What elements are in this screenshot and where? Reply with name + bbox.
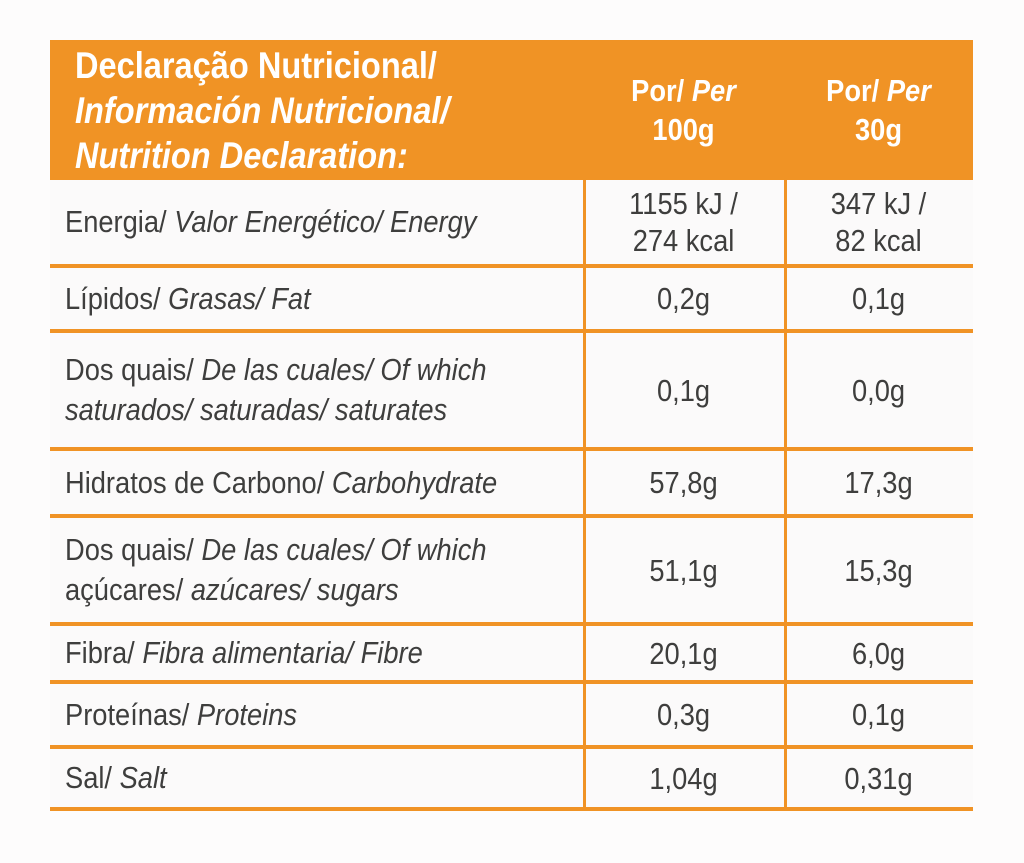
table-title-line-pt: Declaração Nutricional/ [75, 44, 437, 86]
row-carbohydrate: Hidratos de Carbono/ Carbohydrate 57,8g 17… [50, 451, 973, 518]
per-30g-value: 6,0g [851, 635, 906, 671]
per-30g-value: 0,1g [851, 697, 906, 732]
per-100g-value: 0,2g [656, 281, 711, 316]
column-header-per-30g: Por/ Per 30g [784, 40, 973, 180]
column-header-per-30g-amount: 30g [854, 112, 902, 147]
per-100g-value: 0,3g [656, 697, 711, 732]
row-fat: Lípidos/ Grasas/ Fat 0,2g 0,1g [50, 268, 973, 333]
nutrient-label: Lípidos/ Grasas/ Fat [65, 280, 311, 316]
column-header-per-100g: Por/ Per 100g [583, 40, 784, 180]
table-title-line-en: Nutrition Declaration: [75, 134, 408, 176]
column-header-per-100g-label: Por/ Per [631, 73, 736, 108]
nutrient-label: Energia/ Valor Energético/ Energy [65, 204, 477, 239]
per-100g-value: 20,1g [649, 635, 718, 671]
column-header-per-30g-label: Por/ Per [826, 73, 931, 108]
nutrient-label: Fibra/ Fibra alimentaria/ Fibre [65, 635, 423, 670]
row-energy: Energia/ Valor Energético/ Energy 1155 kJ… [50, 180, 973, 268]
nutrient-label: Hidratos de Carbono/ Carbohydrate [65, 464, 498, 500]
table-body: Energia/ Valor Energético/ Energy 1155 kJ… [50, 180, 973, 811]
table-title: Declaração Nutricional/ Información Nutr… [50, 40, 583, 180]
row-saturates: Dos quais/ De las cuales/ Of which satura… [50, 333, 973, 451]
per-100g-value: 1,04g [649, 760, 718, 796]
nutrient-label: Proteínas/ Proteins [65, 696, 298, 732]
per-100g-value: 51,1g [649, 552, 718, 588]
per-30g-value: 15,3g [844, 552, 913, 588]
per-100g-value: 57,8g [649, 465, 718, 500]
table-header: Declaração Nutricional/ Información Nutr… [50, 40, 973, 180]
per-30g-value: 347 kJ /82 kcal [830, 186, 927, 258]
nutrient-label: Dos quais/ De las cuales/ Of which satura… [65, 352, 487, 427]
per-30g-value: 0,31g [844, 760, 913, 796]
nutrient-label: Sal/ Salt [65, 760, 167, 795]
per-100g-value: 0,1g [656, 372, 711, 408]
per-30g-value: 0,0g [851, 372, 906, 408]
nutrient-label: Dos quais/ De las cuales/ Of which açúcar… [65, 532, 487, 607]
row-sugars: Dos quais/ De las cuales/ Of which açúcar… [50, 518, 973, 626]
row-proteins: Proteínas/ Proteins 0,3g 0,1g [50, 684, 973, 749]
column-divider-1 [583, 180, 586, 811]
nutrition-table: Declaração Nutricional/ Información Nutr… [50, 40, 973, 811]
per-30g-value: 17,3g [844, 465, 913, 500]
row-salt: Sal/ Salt 1,04g 0,31g [50, 749, 973, 811]
table-title-line-es: Información Nutricional/ [75, 89, 450, 131]
per-100g-value: 1155 kJ /274 kcal [629, 186, 738, 258]
column-header-per-100g-amount: 100g [652, 112, 715, 147]
column-divider-2 [784, 180, 787, 811]
per-30g-value: 0,1g [851, 281, 906, 316]
row-fibre: Fibra/ Fibra alimentaria/ Fibre 20,1g 6,0g [50, 626, 973, 684]
